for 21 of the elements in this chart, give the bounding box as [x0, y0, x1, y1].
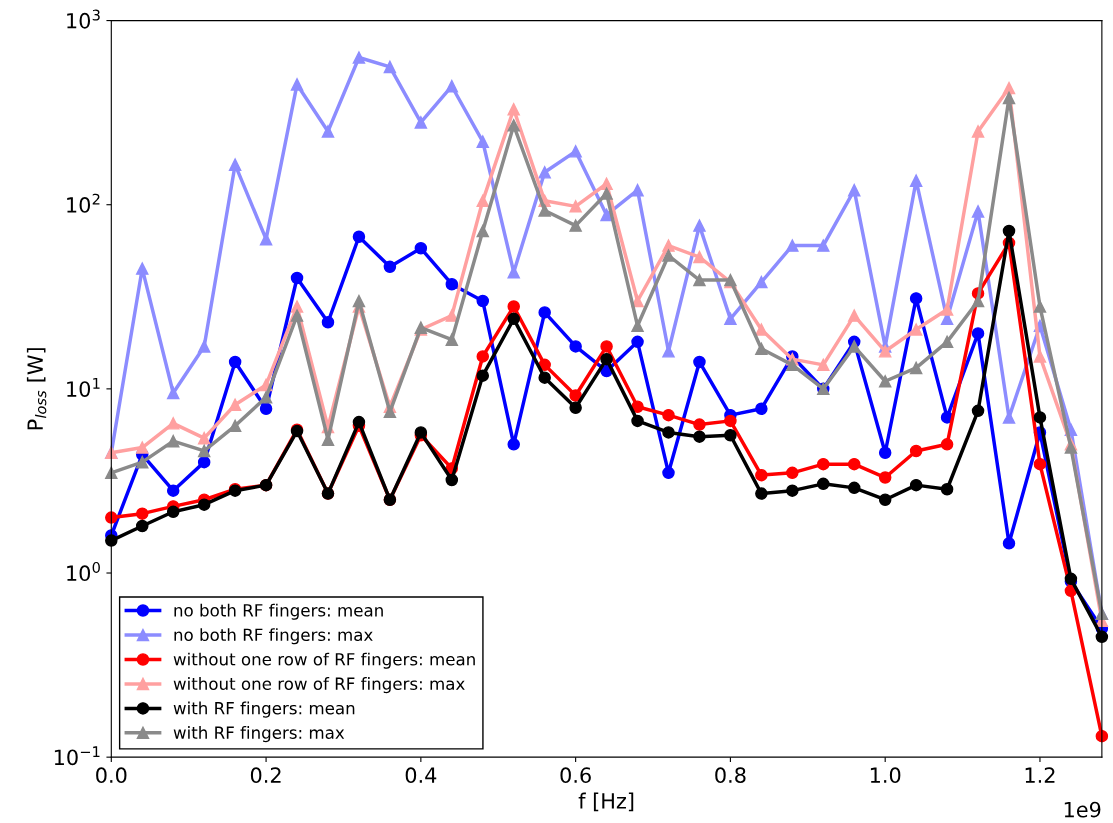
y-tick-label: 10$^{−1}$ — [54, 746, 100, 766]
y-tick-label: 10$^{3}$ — [67, 9, 100, 29]
y-axis-title: P$_{loss}$ [W] — [26, 348, 47, 430]
y-tick-label: 10$^{2}$ — [67, 193, 100, 213]
legend-label: without one row of RF fingers: max — [173, 677, 465, 694]
x-tick-label: 1.0 — [870, 767, 901, 784]
text: 1e9 — [1064, 801, 1101, 818]
x-tick-label: 0.6 — [560, 767, 591, 784]
x-tick-label: 0.4 — [405, 767, 437, 784]
x-tick-label: 0.0 — [96, 767, 127, 784]
x-tick-label: 0.8 — [715, 767, 746, 784]
legend-label: no both RF fingers: mean — [174, 603, 383, 620]
legend-label: without one row of RF fingers: mean — [173, 652, 475, 669]
legend-label: no both RF fingers: max — [174, 628, 373, 645]
legend-label: with RF fingers: max — [173, 726, 345, 743]
x-axis-title: f [Hz] — [578, 792, 634, 812]
y-tick-label: 10$^{1}$ — [67, 378, 100, 397]
x-tick-label: 1.2 — [1025, 767, 1055, 783]
y-tick-label: 10$^{0}$ — [67, 561, 100, 582]
legend-label: with RF fingers: mean — [173, 701, 355, 718]
x-tick-label: 0.2 — [250, 767, 281, 784]
